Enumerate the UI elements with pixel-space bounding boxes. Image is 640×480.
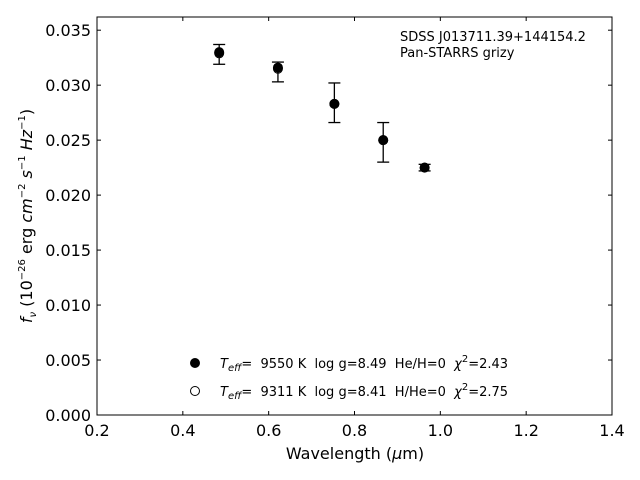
model-point-open: [214, 48, 225, 59]
x-tick-label: 1.4: [599, 421, 624, 440]
y-axis-title: fν (10−26 erg cm−2 s−1 Hz−1): [17, 109, 39, 323]
model-point-open: [419, 162, 430, 173]
y-tick-label: 0.005: [45, 351, 91, 370]
y-tick-label: 0.025: [45, 131, 91, 150]
x-tick-label: 1.2: [513, 421, 538, 440]
y-axis-ticks: 0.000 0.005 0.010 0.015 0.020 0.025 0.030 0.035: [45, 21, 612, 425]
legend-marker-open: [190, 386, 200, 396]
x-tick-label: 1.0: [428, 421, 453, 440]
survey-name: Pan-STARRS grizy: [400, 46, 515, 61]
model-point-open: [272, 63, 283, 74]
x-tick-label: 0.4: [170, 421, 195, 440]
model-point-open: [329, 98, 340, 109]
y-tick-label: 0.030: [45, 76, 91, 95]
y-tick-label: 0.035: [45, 21, 91, 40]
legend-entry-1: Teff= 9550 K log g=8.49 He/H=0 χ2=2.43: [220, 354, 508, 374]
data-points: [214, 47, 430, 173]
legend: Teff= 9550 K log g=8.49 He/H=0 χ2=2.43 T…: [190, 354, 508, 402]
model-point-open: [378, 135, 389, 146]
x-axis-title: Wavelength (μm): [286, 444, 424, 463]
x-tick-label: 0.8: [342, 421, 367, 440]
y-tick-label: 0.015: [45, 241, 91, 260]
legend-marker-filled: [190, 358, 200, 368]
legend-entry-2: Teff= 9311 K log g=8.41 H/He=0 χ2=2.75: [220, 382, 508, 402]
plot-frame: [96, 16, 613, 416]
x-axis-ticks: 0.2 0.4 0.6 0.8 1.0 1.2 1.4: [84, 17, 625, 440]
x-tick-label: 0.2: [84, 421, 109, 440]
x-tick-label: 0.6: [256, 421, 281, 440]
y-tick-label: 0.020: [45, 186, 91, 205]
y-tick-label: 0.000: [45, 406, 91, 425]
y-tick-label: 0.010: [45, 296, 91, 315]
error-bars: [213, 43, 431, 172]
object-name: SDSS J013711.39+144154.2: [400, 30, 586, 45]
